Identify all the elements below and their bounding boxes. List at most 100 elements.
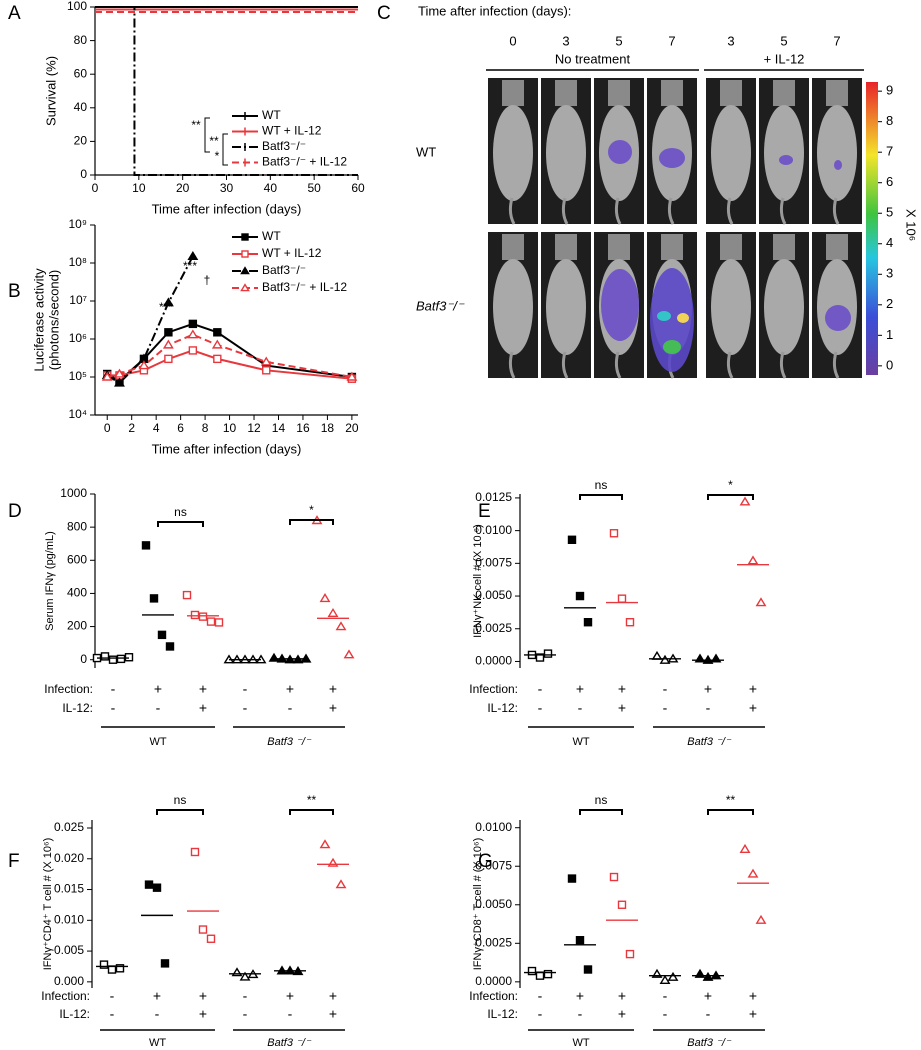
condition-label: Infection: — [41, 989, 90, 1003]
y-tick-label: 0.0050 — [475, 588, 512, 602]
row-label: Batf3⁻/⁻ — [416, 298, 465, 313]
y-axis-label: Serum IFNγ (pg/mL) — [44, 531, 56, 631]
y-tick-label: 1000 — [60, 486, 87, 500]
mouse-tail — [561, 197, 569, 225]
condition-value: - — [243, 681, 248, 697]
legend-label: Batf3⁻/⁻ — [262, 263, 306, 277]
condition-label: Infection: — [469, 989, 518, 1003]
marker — [213, 328, 222, 337]
marker — [543, 969, 553, 979]
marker — [108, 655, 118, 664]
significance-bracket — [707, 494, 754, 500]
condition-value: - — [663, 700, 668, 716]
panel-letter: C — [377, 3, 391, 24]
mouse-tail — [508, 197, 516, 225]
marker — [659, 654, 671, 664]
marker — [609, 529, 619, 538]
nose-cone — [555, 234, 577, 260]
condition-value: - — [111, 681, 116, 697]
group-label: Batf3 ⁻/⁻ — [687, 1037, 732, 1049]
significance-bracket — [204, 117, 210, 153]
condition-value: + — [199, 681, 207, 697]
colorbar-tick-label: 5 — [886, 205, 893, 220]
condition-value: + — [576, 988, 584, 1004]
annotation: ns — [174, 793, 187, 807]
marker — [240, 283, 250, 292]
marker — [659, 974, 671, 984]
marker — [535, 653, 545, 662]
marker — [231, 967, 243, 977]
y-tick-label: 0.0100 — [475, 523, 512, 537]
day-label: 3 — [727, 33, 734, 48]
y-tick-label: 10⁸ — [69, 255, 87, 269]
marker — [152, 883, 162, 892]
nose-cone — [502, 234, 524, 260]
marker — [755, 914, 767, 924]
condition-value: + — [749, 1006, 757, 1022]
x-tick-label: 30 — [220, 181, 234, 195]
marker — [157, 630, 167, 640]
mouse-tail — [779, 197, 787, 225]
colorbar-tick-label: 1 — [886, 327, 893, 342]
condition-value: + — [618, 1006, 626, 1022]
condition-value: - — [538, 988, 543, 1004]
mouse-body — [546, 259, 586, 355]
condition-value: - — [706, 1006, 711, 1022]
marker — [206, 934, 216, 943]
marker — [625, 949, 635, 959]
marker — [99, 960, 109, 969]
x-tick-label: 10 — [223, 421, 237, 435]
marker — [165, 642, 175, 651]
marker — [211, 339, 223, 349]
mouse-tail — [508, 351, 516, 379]
nose-cone — [720, 80, 742, 106]
colorbar-tick-label: 0 — [886, 357, 893, 372]
bioluminescence-signal — [650, 268, 694, 372]
bioluminescence-signal — [677, 313, 689, 323]
condition-value: - — [243, 700, 248, 716]
marker — [268, 652, 280, 662]
y-tick-label: 0.0025 — [475, 935, 512, 949]
marker — [141, 541, 151, 550]
day-label: 5 — [780, 33, 787, 48]
x-axis-label: Time after infection (days) — [152, 201, 302, 216]
marker — [575, 936, 585, 945]
annotation: † — [204, 273, 211, 287]
condition-value: - — [243, 988, 248, 1004]
y-tick-label: 400 — [67, 586, 87, 600]
mouse-tail — [561, 351, 569, 379]
marker — [182, 590, 192, 600]
panel-letter: B — [8, 281, 21, 302]
colorbar — [866, 82, 878, 375]
significance-bracket — [222, 133, 228, 166]
colorbar-tick-label: 4 — [886, 235, 893, 250]
condition-value: + — [576, 681, 584, 697]
condition-value: + — [329, 988, 337, 1004]
mouse-body — [546, 105, 586, 201]
nose-cone — [608, 80, 630, 106]
marker — [101, 371, 113, 381]
mouse-tail — [832, 197, 840, 225]
annotation: ns — [174, 505, 187, 519]
day-label: 5 — [615, 33, 622, 48]
condition-value: + — [618, 681, 626, 697]
mouse-body — [764, 105, 804, 201]
y-tick-label: 0.000 — [54, 974, 84, 988]
marker — [190, 847, 200, 857]
annotation: *** — [183, 259, 197, 273]
annotation: * — [309, 503, 314, 517]
marker — [527, 966, 537, 976]
marker — [739, 843, 751, 853]
condition-value: + — [154, 681, 162, 697]
y-tick-label: 0.0100 — [475, 820, 512, 834]
y-axis-label: (photons/second) — [46, 270, 61, 370]
significance-bracket — [579, 494, 623, 500]
x-axis-label: Time after infection (days) — [152, 441, 302, 456]
marker — [617, 900, 627, 909]
x-tick-label: 6 — [177, 421, 184, 435]
y-tick-label: 10⁵ — [69, 369, 87, 383]
marker — [747, 555, 759, 565]
condition-value: + — [749, 681, 757, 697]
y-tick-label: 800 — [67, 519, 87, 533]
mouse-body — [493, 259, 533, 355]
